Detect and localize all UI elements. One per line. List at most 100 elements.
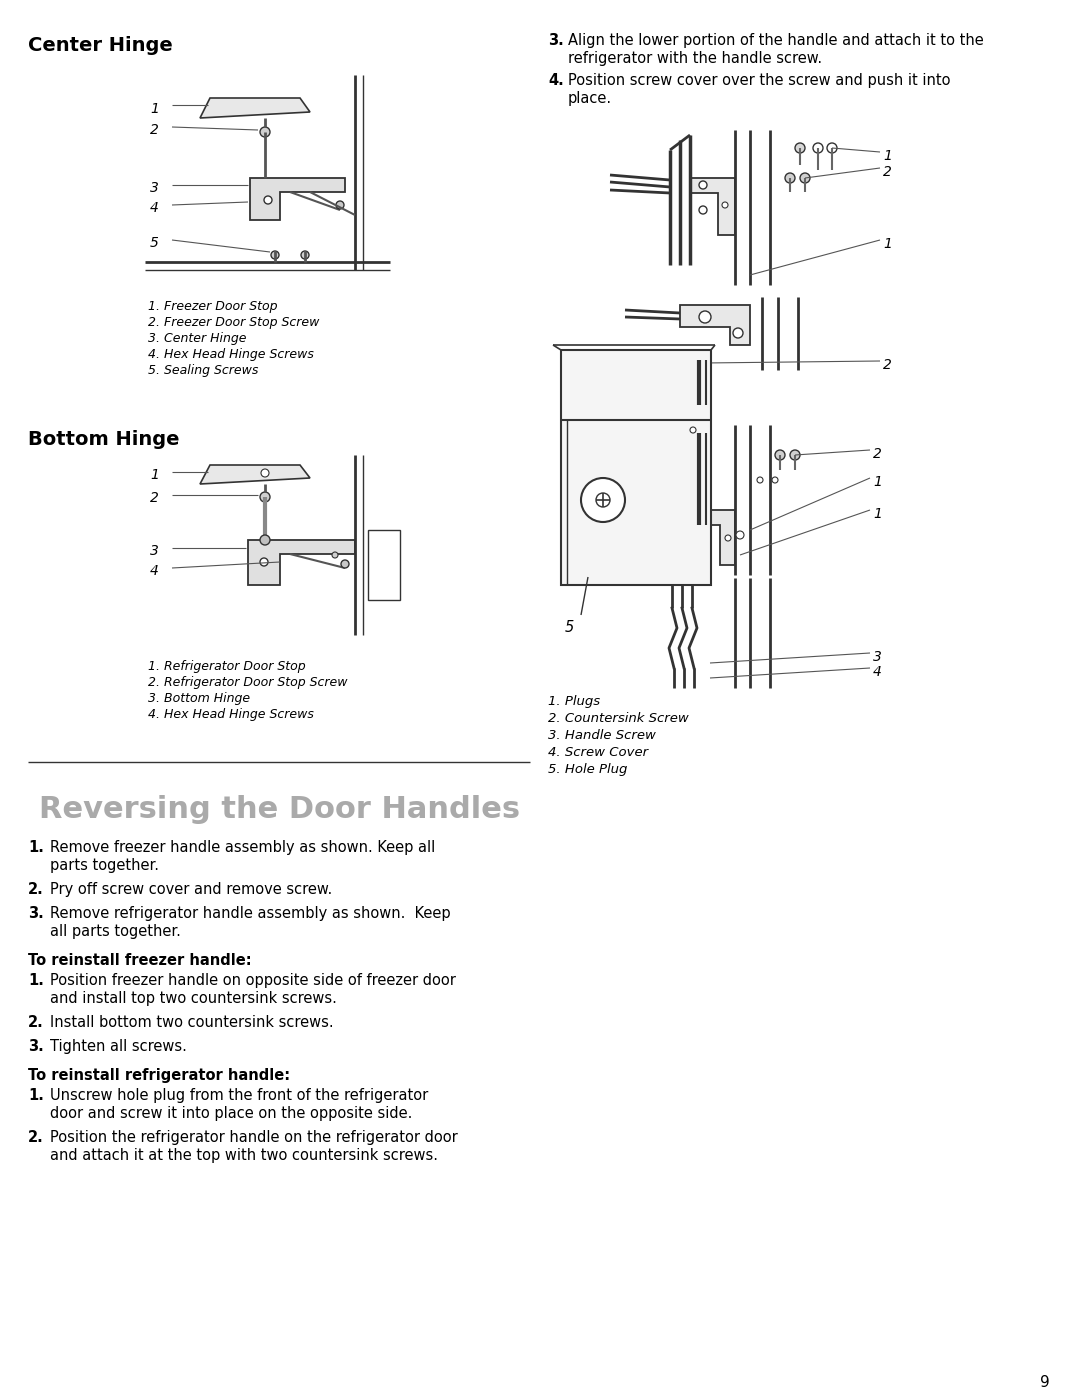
Bar <box>368 529 400 599</box>
Text: 1.: 1. <box>28 972 44 988</box>
Text: 1: 1 <box>883 237 892 251</box>
Text: 1.: 1. <box>28 840 44 855</box>
Text: Position freezer handle on opposite side of freezer door: Position freezer handle on opposite side… <box>50 972 456 988</box>
Text: 3. Center Hinge: 3. Center Hinge <box>148 332 246 345</box>
Text: To reinstall freezer handle:: To reinstall freezer handle: <box>28 953 252 968</box>
Polygon shape <box>680 305 750 345</box>
Text: refrigerator with the handle screw.: refrigerator with the handle screw. <box>568 52 822 66</box>
Text: 3. Handle Screw: 3. Handle Screw <box>548 729 656 742</box>
Text: 5: 5 <box>565 620 575 636</box>
Polygon shape <box>690 510 735 564</box>
Text: 4. Screw Cover: 4. Screw Cover <box>548 746 648 759</box>
Text: 1. Refrigerator Door Stop: 1. Refrigerator Door Stop <box>148 659 306 673</box>
Text: door and screw it into place on the opposite side.: door and screw it into place on the oppo… <box>50 1106 413 1120</box>
Text: parts together.: parts together. <box>50 858 159 873</box>
Circle shape <box>827 142 837 154</box>
Text: Tighten all screws.: Tighten all screws. <box>50 1039 187 1053</box>
Circle shape <box>699 534 707 542</box>
Text: 2.: 2. <box>28 882 44 897</box>
Text: 4: 4 <box>150 564 159 578</box>
Text: 2. Countersink Screw: 2. Countersink Screw <box>548 712 689 725</box>
Text: 4: 4 <box>150 201 159 215</box>
Text: 1: 1 <box>873 475 882 489</box>
Circle shape <box>699 514 707 522</box>
Text: Unscrew hole plug from the front of the refrigerator: Unscrew hole plug from the front of the … <box>50 1088 429 1104</box>
Circle shape <box>725 535 731 541</box>
Circle shape <box>723 203 728 208</box>
Circle shape <box>757 476 762 483</box>
Text: 3. Bottom Hinge: 3. Bottom Hinge <box>148 692 251 705</box>
Text: 2.: 2. <box>28 1016 44 1030</box>
Text: Install bottom two countersink screws.: Install bottom two countersink screws. <box>50 1016 334 1030</box>
Circle shape <box>775 450 785 460</box>
Text: 2: 2 <box>883 165 892 179</box>
Text: and install top two countersink screws.: and install top two countersink screws. <box>50 990 337 1006</box>
Circle shape <box>699 182 707 189</box>
Text: 4. Hex Head Hinge Screws: 4. Hex Head Hinge Screws <box>148 348 314 360</box>
Circle shape <box>260 535 270 545</box>
Polygon shape <box>690 177 735 235</box>
Text: Remove refrigerator handle assembly as shown.  Keep: Remove refrigerator handle assembly as s… <box>50 907 450 921</box>
Circle shape <box>260 492 270 502</box>
Text: 3.: 3. <box>28 1039 44 1053</box>
Text: 5. Hole Plug: 5. Hole Plug <box>548 763 627 775</box>
Text: all parts together.: all parts together. <box>50 923 180 939</box>
Text: 3: 3 <box>873 650 882 664</box>
Text: Position screw cover over the screw and push it into: Position screw cover over the screw and … <box>568 73 950 88</box>
Polygon shape <box>200 465 310 483</box>
Circle shape <box>260 127 270 137</box>
Text: 2: 2 <box>883 358 892 372</box>
Text: 1: 1 <box>150 468 159 482</box>
Text: Bottom Hinge: Bottom Hinge <box>28 430 179 448</box>
Circle shape <box>735 531 744 539</box>
Circle shape <box>699 355 708 365</box>
Text: 3.: 3. <box>28 907 44 921</box>
Text: 3.: 3. <box>548 34 564 47</box>
Text: Pry off screw cover and remove screw.: Pry off screw cover and remove screw. <box>50 882 333 897</box>
Circle shape <box>261 469 269 476</box>
Circle shape <box>341 560 349 569</box>
Circle shape <box>789 450 800 460</box>
Text: 3: 3 <box>150 182 159 196</box>
Circle shape <box>785 173 795 183</box>
Polygon shape <box>200 98 310 117</box>
Circle shape <box>264 196 272 204</box>
Circle shape <box>581 478 625 522</box>
Circle shape <box>336 201 345 210</box>
Text: 2: 2 <box>873 447 882 461</box>
Text: and attach it at the top with two countersink screws.: and attach it at the top with two counte… <box>50 1148 438 1162</box>
Text: 1. Plugs: 1. Plugs <box>548 694 600 708</box>
Text: 1: 1 <box>150 102 159 116</box>
Text: Align the lower portion of the handle and attach it to the: Align the lower portion of the handle an… <box>568 34 984 47</box>
Text: 1: 1 <box>883 149 892 163</box>
Text: 2.: 2. <box>28 1130 44 1146</box>
Text: 2. Freezer Door Stop Screw: 2. Freezer Door Stop Screw <box>148 316 320 330</box>
Circle shape <box>795 142 805 154</box>
Text: 5: 5 <box>150 236 159 250</box>
Circle shape <box>800 173 810 183</box>
Circle shape <box>699 312 711 323</box>
Text: 4: 4 <box>873 665 882 679</box>
Text: 5. Sealing Screws: 5. Sealing Screws <box>148 365 258 377</box>
Text: Reversing the Door Handles: Reversing the Door Handles <box>40 795 521 824</box>
Circle shape <box>596 493 610 507</box>
Polygon shape <box>248 541 355 585</box>
Text: 2: 2 <box>150 123 159 137</box>
Text: 4. Hex Head Hinge Screws: 4. Hex Head Hinge Screws <box>148 708 314 721</box>
Polygon shape <box>249 177 345 219</box>
Circle shape <box>271 251 279 258</box>
Text: Center Hinge: Center Hinge <box>28 36 173 54</box>
Circle shape <box>772 476 778 483</box>
Circle shape <box>690 427 696 433</box>
Text: 1.: 1. <box>28 1088 44 1104</box>
Text: Position the refrigerator handle on the refrigerator door: Position the refrigerator handle on the … <box>50 1130 458 1146</box>
Text: 2. Refrigerator Door Stop Screw: 2. Refrigerator Door Stop Screw <box>148 676 348 689</box>
Circle shape <box>332 552 338 557</box>
Circle shape <box>813 142 823 154</box>
Text: 1. Freezer Door Stop: 1. Freezer Door Stop <box>148 300 278 313</box>
Text: 9: 9 <box>1040 1375 1050 1390</box>
Text: To reinstall refrigerator handle:: To reinstall refrigerator handle: <box>28 1067 291 1083</box>
Circle shape <box>699 205 707 214</box>
Text: 1: 1 <box>873 507 882 521</box>
Text: place.: place. <box>568 91 612 106</box>
